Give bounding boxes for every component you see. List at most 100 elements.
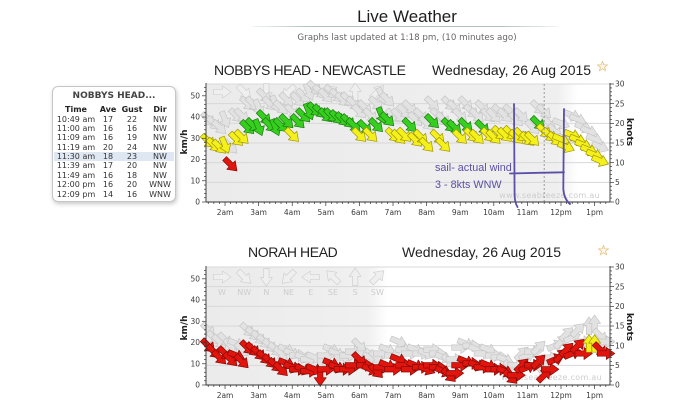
wind-chart-norah-head[interactable]: W NW N NE E SE S SW www.seabreeze.com.au 0 10 20 30 4…: [170, 240, 650, 406]
tooltip-row: 12:00 pm 16 20 WNW: [54, 180, 174, 189]
y-right-tick-label: 10: [615, 341, 625, 350]
wind-arrow-average: [211, 349, 227, 365]
x-tick-label: 7am: [385, 208, 402, 217]
legend-arrow-icon: [348, 267, 362, 286]
x-tick-label: 2am: [217, 391, 234, 400]
legend-label: SE: [328, 288, 338, 297]
x-tick-label: 8am: [418, 208, 435, 217]
star-shape: [597, 61, 608, 72]
reading-time: 12:09 pm: [56, 189, 96, 199]
legend-arrow-icon: [213, 85, 232, 99]
y-left-tick-label: 10: [190, 359, 200, 368]
wind-arrow-average: [418, 136, 434, 152]
wind-arrow-average: [435, 136, 451, 152]
y-right-tick-label: 25: [615, 99, 625, 108]
legend-label: NE: [283, 288, 294, 297]
x-tick-label: 12pm: [550, 391, 572, 400]
legend-label: SW: [371, 288, 384, 297]
legend-arrow-icon: [235, 268, 251, 284]
annotation-text: 3 - 8kts WNW: [435, 179, 502, 191]
wind-arrow-average: [351, 126, 367, 142]
x-tick-label: 3am: [250, 391, 267, 400]
reading-average: 16: [102, 133, 114, 143]
annotation-line-horizontal: [509, 171, 565, 175]
wind-arrow-average: [540, 362, 560, 376]
reading-average: 17: [102, 161, 114, 171]
wind-arrow-average: [451, 128, 467, 144]
x-tick-label: 9am: [452, 391, 469, 400]
x-tick-label: 5am: [317, 391, 334, 400]
wind-arrow-average: [272, 361, 288, 377]
column-header-ave: Ave: [99, 105, 117, 114]
y-left-tick-label: 30: [190, 134, 200, 143]
legend-arrow-icon: [260, 268, 273, 287]
x-tick-label: 6am: [351, 391, 368, 400]
wind-arrow-average: [485, 128, 501, 144]
tooltip-row: 10:49 am 17 22 NW: [54, 115, 174, 124]
reading-average: 16: [102, 180, 114, 190]
tooltip-row: 11:19 am 20 24 NW: [54, 143, 174, 152]
wind-arrow-average: [252, 118, 265, 136]
column-header-gust: Gust: [121, 105, 143, 114]
wind-arrow-average: [272, 117, 288, 133]
reading-time: 11:19 am: [56, 142, 96, 152]
wind-arrow-average: [395, 126, 411, 142]
reading-gust: 16: [126, 189, 138, 199]
y-right-tick-label: 0: [615, 198, 620, 207]
reading-average: 14: [102, 189, 114, 199]
y-axis-title-knots: knots: [624, 313, 634, 341]
favourite-star-icon[interactable]: [597, 61, 608, 72]
watermark: www.seabreeze.com.au: [499, 191, 600, 200]
page-title: Live Weather: [357, 7, 457, 26]
y-right-tick-label: 10: [615, 158, 625, 167]
y-right-tick-label: 20: [615, 302, 625, 311]
wind-arrow-average: [590, 154, 609, 167]
tooltip-title: NOBBYS HEAD...: [72, 91, 156, 101]
reading-direction: WNW: [149, 189, 171, 199]
wind-arrow-average: [423, 113, 439, 129]
legend-label: E: [308, 288, 313, 297]
wind-arrow-average: [468, 128, 484, 144]
reading-time: 11:39 am: [56, 161, 96, 171]
wind-arrow-average: [283, 126, 299, 142]
wind-arrow-gust: [317, 87, 333, 103]
favourite-star-icon[interactable]: [598, 245, 609, 256]
legend-arrow-icon: [326, 270, 342, 286]
wind-arrow-average: [445, 366, 464, 380]
wind-arrow-gust: [530, 340, 546, 356]
column-header-time: Time: [65, 105, 87, 114]
legend-label: S: [353, 288, 358, 297]
watermark: www.seabreeze.com.au: [501, 373, 602, 382]
y-right-tick-label: 15: [615, 322, 625, 331]
reading-average: 16: [102, 123, 114, 133]
x-tick-label: 10am: [483, 208, 504, 217]
station-readings-tooltip: NOBBYS HEAD... Time Ave Gust Dir 10:49 a…: [52, 86, 176, 202]
wind-arrow-gust: [389, 335, 408, 348]
wind-arrow-average: [556, 140, 575, 154]
y-left-tick-label: 10: [190, 176, 200, 185]
wind-arrow-gust: [218, 110, 232, 129]
x-tick-label: 12pm: [550, 208, 572, 217]
reading-average: 20: [102, 142, 114, 152]
reading-gust: 16: [126, 123, 138, 133]
wind-arrow-average: [218, 135, 232, 154]
wind-arrow-gust: [351, 103, 367, 119]
wind-chart-nobbys-head[interactable]: www.seabreeze.com.au 0 10 20 30 40 50 0 5 10 15 20 2…: [170, 56, 650, 226]
reading-time: 11:00 am: [56, 123, 96, 133]
reading-average: 18: [102, 152, 114, 162]
y-right-tick-label: 20: [615, 119, 625, 128]
tooltip-row: 11:49 am 16 18 NW: [54, 171, 174, 180]
wind-arrow-average: [222, 156, 238, 172]
x-tick-label: 5am: [317, 208, 334, 217]
reading-direction: NW: [153, 170, 167, 180]
tooltip-row: 12:09 pm 14 16 WNW: [54, 190, 174, 199]
reading-average: 16: [102, 170, 114, 180]
reading-gust: 24: [126, 142, 138, 152]
reading-gust: 20: [126, 161, 138, 171]
star-shape: [598, 245, 609, 256]
y-axis-title-knots: knots: [624, 118, 634, 146]
wind-arrow-gust: [496, 107, 512, 123]
y-left-tick-label: 0: [195, 198, 200, 207]
annotation-line-left: [513, 103, 519, 208]
reading-time: 11:30 am: [56, 152, 96, 162]
